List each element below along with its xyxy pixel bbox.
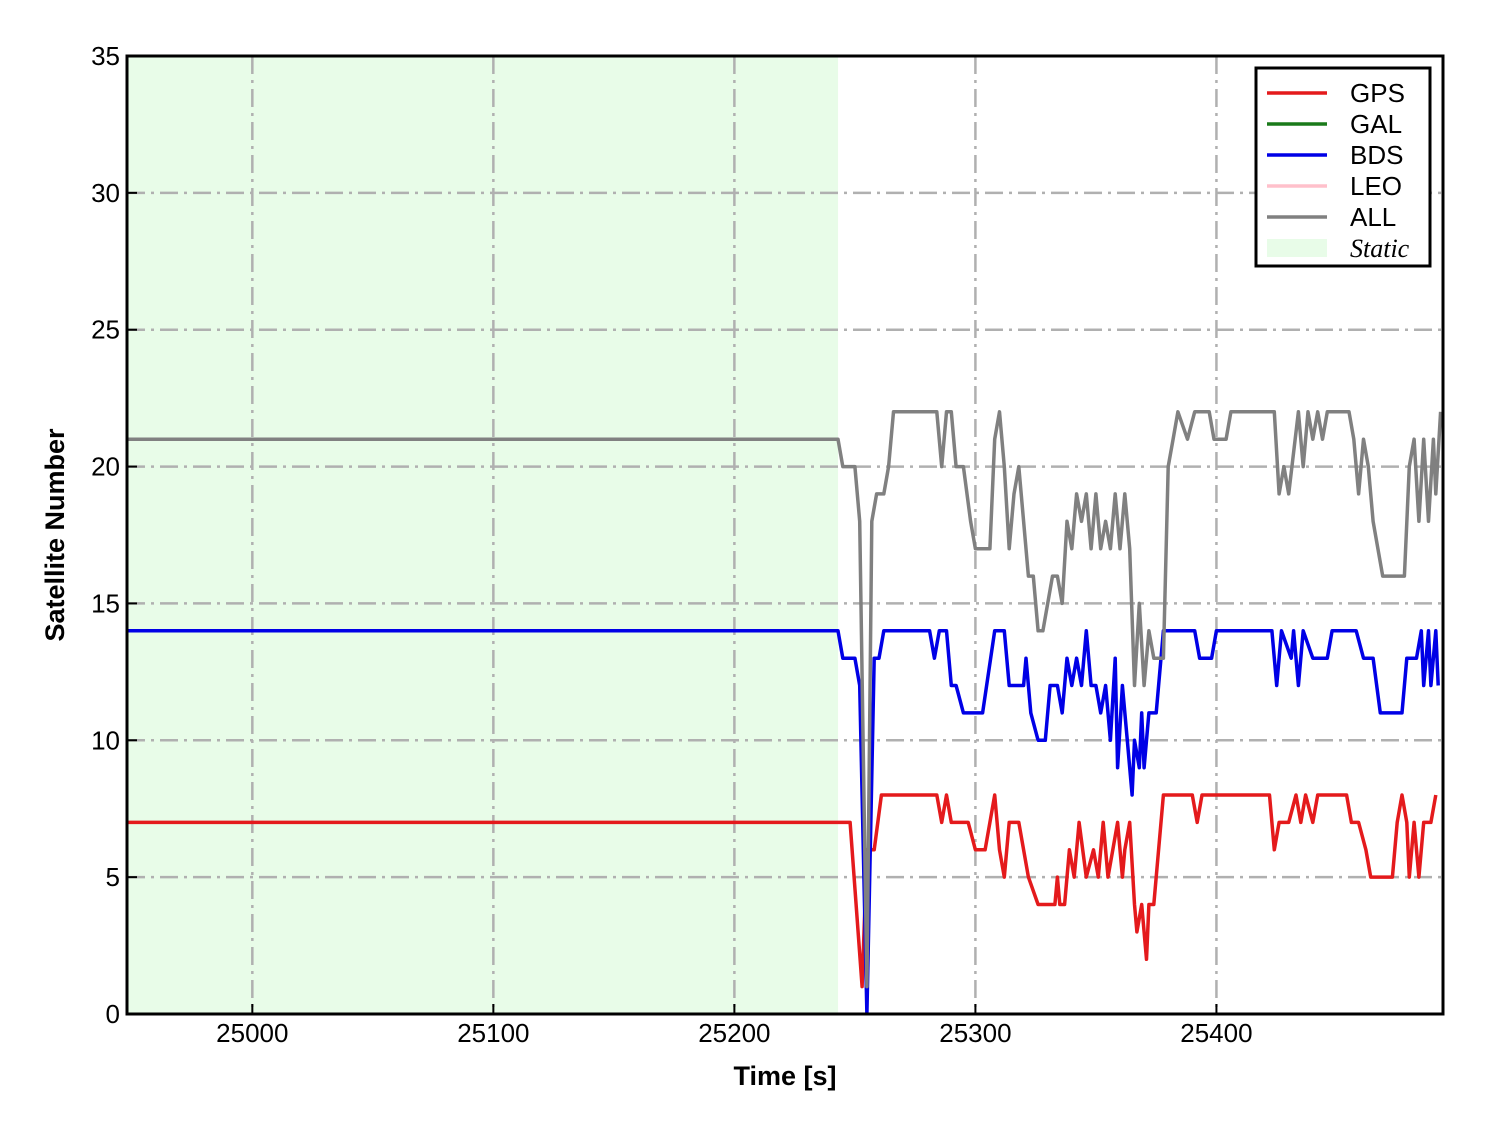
static-region — [127, 56, 839, 1014]
x-tick-label: 25100 — [457, 1018, 529, 1048]
y-tick-label: 35 — [91, 41, 120, 71]
grid-layer — [127, 56, 1443, 1014]
static-region-layer — [127, 56, 839, 1014]
series-layer — [127, 410, 1443, 1014]
x-tick-label: 25200 — [698, 1018, 770, 1048]
y-tick-label: 5 — [106, 862, 120, 892]
series-line-gps — [127, 793, 1438, 989]
y-tick-label: 10 — [91, 725, 120, 755]
y-tick-label: 15 — [91, 588, 120, 618]
y-tick-label: 20 — [91, 452, 120, 482]
x-tick-label: 25400 — [1180, 1018, 1252, 1048]
x-axis-title: Time [s] — [733, 1061, 836, 1091]
legend-label-leo: LEO — [1350, 171, 1402, 201]
series-line-all — [127, 410, 1443, 989]
legend-label-gps: GPS — [1350, 78, 1405, 108]
y-tick-label: 30 — [91, 178, 120, 208]
y-tick-label: 25 — [91, 315, 120, 345]
plot-frame — [125, 54, 1445, 1016]
series-line-bds — [127, 629, 1440, 1014]
legend-box — [1254, 66, 1432, 268]
y-axis-title: Satellite Number — [40, 428, 70, 642]
legend-label-gal: GAL — [1350, 109, 1402, 139]
legend-label-all: ALL — [1350, 202, 1396, 232]
legend-label-bds: BDS — [1350, 140, 1403, 170]
legend-swatch-static — [1267, 239, 1327, 257]
x-tick-label: 25000 — [216, 1018, 288, 1048]
legend-label-static: Static — [1350, 234, 1410, 263]
ticks-layer: 25000 25100 25200 25300 25400 0 5 10 15 20 25 30 35 — [91, 41, 1253, 1048]
x-tick-label: 25300 — [939, 1018, 1011, 1048]
y-tick-label: 0 — [106, 999, 120, 1029]
